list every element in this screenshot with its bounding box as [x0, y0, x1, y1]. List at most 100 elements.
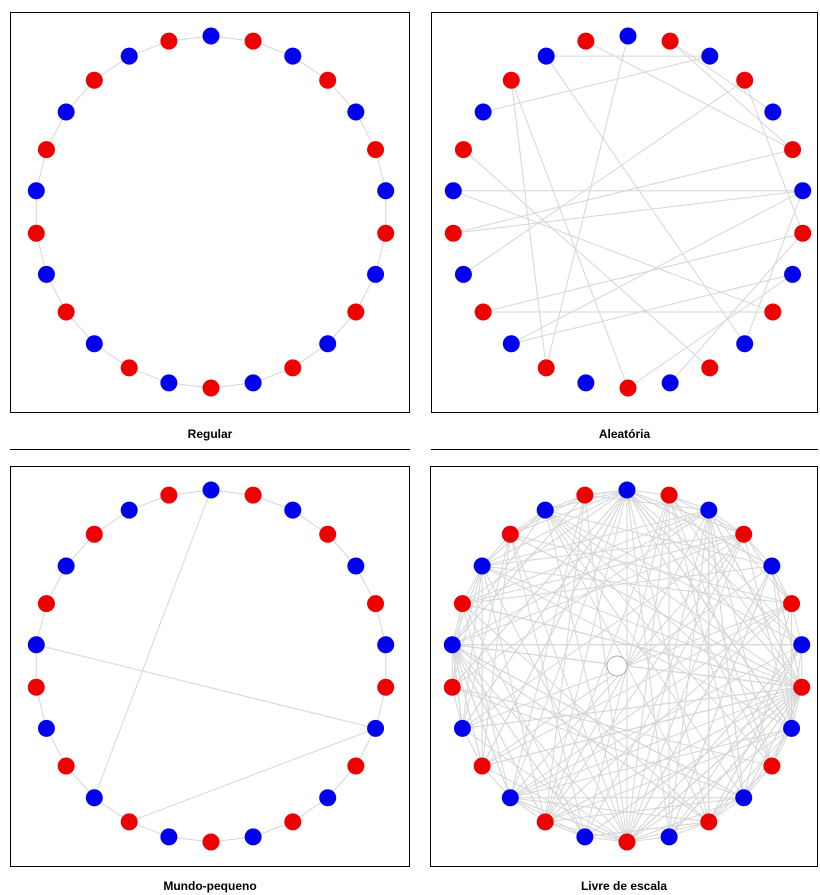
edge: [669, 232, 804, 384]
node-red: [619, 379, 637, 397]
edge: [451, 644, 511, 798]
edge: [461, 603, 511, 798]
edge: [452, 686, 772, 767]
graph-frame-livre: [430, 466, 818, 867]
graph-frame-mundo: [10, 466, 410, 867]
edge: [509, 534, 586, 838]
edge: [452, 644, 744, 799]
node-red: [319, 525, 337, 543]
node-blue: [202, 481, 220, 499]
network-regular: [27, 27, 395, 397]
edge: [461, 534, 511, 729]
edge: [584, 534, 745, 838]
caption-mundo: Mundo-pequeno: [163, 879, 257, 893]
edge: [453, 190, 803, 234]
node-blue: [763, 557, 781, 575]
node-red: [347, 303, 365, 321]
node-red: [473, 757, 491, 775]
edge: [509, 494, 586, 798]
node-blue: [202, 27, 220, 45]
node-red: [284, 813, 302, 831]
node-blue: [661, 374, 679, 392]
node-blue: [444, 182, 462, 200]
edge: [510, 80, 629, 389]
edge: [452, 533, 744, 646]
network-livre: [443, 481, 811, 851]
edge: [461, 603, 586, 838]
edge: [545, 727, 792, 823]
node-red: [661, 32, 679, 50]
edge: [451, 509, 546, 646]
edge: [453, 190, 774, 313]
network-aleatoria: [444, 27, 812, 397]
edge: [626, 489, 803, 688]
node-blue: [577, 374, 595, 392]
node-red: [537, 359, 555, 377]
node-blue: [85, 335, 103, 353]
edge: [462, 533, 744, 605]
edge: [463, 149, 711, 369]
edge: [544, 686, 802, 823]
node-red: [57, 303, 75, 321]
edge: [626, 534, 745, 843]
node-blue: [347, 103, 365, 121]
edge: [626, 489, 792, 729]
edge: [626, 644, 803, 843]
edge: [129, 727, 376, 823]
node-blue: [443, 636, 461, 654]
node-red: [443, 678, 461, 696]
edge: [462, 603, 802, 688]
edge: [626, 686, 803, 843]
edge: [510, 727, 792, 799]
edge: [626, 489, 773, 567]
edge: [743, 534, 793, 729]
edge: [771, 565, 803, 688]
graph-frame-aleatoria: [431, 12, 818, 413]
edge: [451, 644, 483, 767]
node-red: [37, 141, 55, 159]
node-red: [453, 595, 471, 613]
caption-rule-aleatoria: [431, 449, 818, 450]
edge: [481, 603, 792, 767]
node-red: [202, 833, 220, 851]
node-red: [244, 32, 262, 50]
edge: [481, 489, 628, 767]
node-blue: [576, 828, 594, 846]
edge: [453, 149, 793, 234]
node-blue: [784, 265, 802, 283]
edge: [93, 489, 212, 798]
edges-regular: [35, 35, 387, 389]
node-red: [27, 224, 45, 242]
node-red: [536, 813, 554, 831]
edge: [544, 510, 628, 843]
node-red: [377, 678, 395, 696]
node-blue: [454, 265, 472, 283]
node-blue: [160, 374, 178, 392]
node-blue: [660, 828, 678, 846]
node-red: [284, 359, 302, 377]
node-red: [367, 141, 385, 159]
node-blue: [794, 182, 812, 200]
edge: [744, 80, 804, 234]
node-red: [377, 224, 395, 242]
edge: [544, 509, 745, 799]
node-red: [793, 678, 811, 696]
node-blue: [244, 374, 262, 392]
network-mundo: [27, 481, 395, 851]
node-blue: [85, 789, 103, 807]
node-blue: [284, 47, 302, 65]
node-blue: [377, 182, 395, 200]
edge: [451, 644, 710, 823]
node-blue: [736, 335, 754, 353]
edge: [544, 603, 792, 823]
caption-rule-regular: [10, 449, 410, 450]
node-red: [764, 303, 782, 321]
edge: [482, 686, 802, 767]
node-blue: [367, 265, 385, 283]
edge: [744, 190, 804, 344]
node-blue: [793, 636, 811, 654]
edge: [669, 40, 793, 150]
edge: [481, 565, 802, 688]
edges-mundo: [35, 489, 387, 843]
edge: [510, 797, 628, 843]
